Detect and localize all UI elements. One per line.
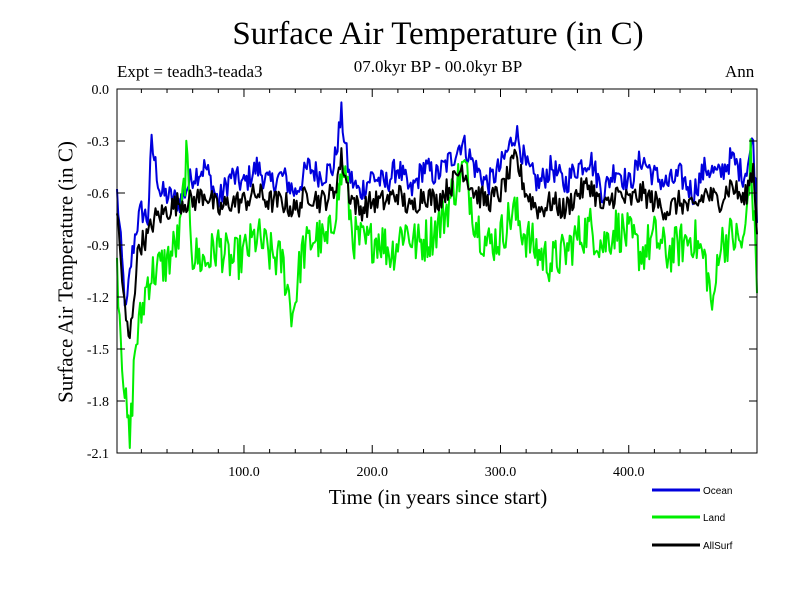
y-tick-label: -2.1: [87, 447, 109, 462]
y-tick-label: -0.6: [87, 187, 109, 202]
series-line-ocean: [116, 101, 758, 307]
legend-label-land: Land: [703, 513, 725, 524]
x-tick-label: 300.0: [485, 465, 517, 480]
x-axis-label: Time (in years since start): [328, 485, 548, 509]
experiment-label: Expt = teadh3-teada3: [117, 62, 263, 81]
legend: Ocean Land AllSurf: [652, 486, 733, 552]
series-layer: [116, 101, 758, 449]
season-label: Ann: [725, 62, 755, 81]
ticks-layer: 0.0 -0.3 -0.6 -0.9 -1.2 -1.5 -1.8 -2.1 100.0 200.…: [87, 83, 757, 480]
y-tick-label: -1.8: [87, 395, 109, 410]
y-tick-label: 0.0: [92, 83, 110, 98]
legend-label-allsurf: AllSurf: [703, 541, 733, 552]
series-line-allsurf: [116, 147, 758, 340]
plot-frame: [116, 88, 758, 454]
series-line-land: [116, 138, 758, 449]
period-label: 07.0kyr BP - 00.0kyr BP: [353, 57, 523, 76]
x-tick-label: 200.0: [356, 465, 388, 480]
x-tick-label: 400.0: [613, 465, 645, 480]
y-tick-label: -1.2: [87, 291, 109, 306]
chart-title: Surface Air Temperature (in C): [232, 16, 644, 52]
legend-label-ocean: Ocean: [703, 486, 732, 497]
y-tick-label: -1.5: [87, 343, 109, 358]
y-tick-label: -0.3: [87, 135, 109, 150]
y-tick-label: -0.9: [87, 239, 109, 254]
x-tick-label: 100.0: [228, 465, 260, 480]
